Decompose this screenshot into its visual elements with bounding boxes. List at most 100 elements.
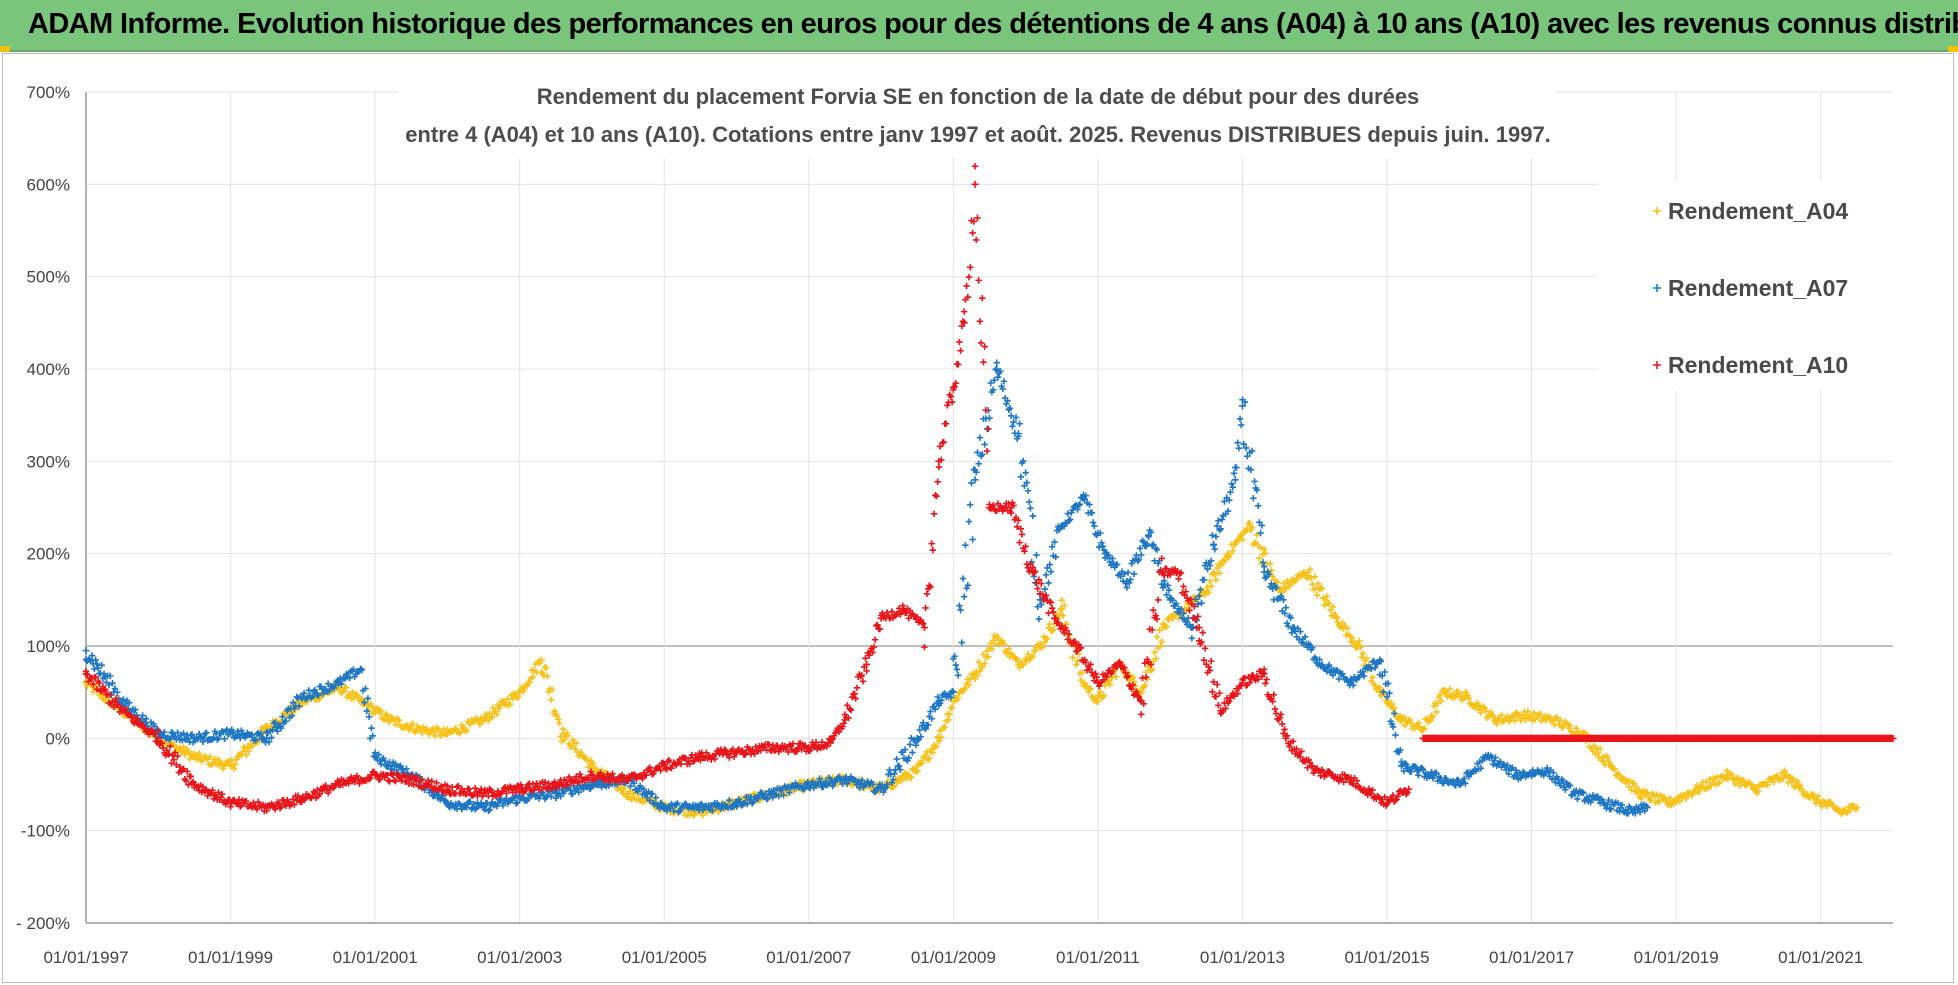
data-point xyxy=(1392,731,1399,739)
series-rendement_a07 xyxy=(82,359,1651,817)
data-point xyxy=(1207,582,1215,590)
data-point xyxy=(1000,640,1008,647)
data-point xyxy=(640,786,647,793)
data-point xyxy=(1389,705,1397,713)
data-point xyxy=(1789,775,1797,782)
data-point xyxy=(300,690,308,697)
data-point xyxy=(1764,781,1771,788)
data-point xyxy=(185,735,192,743)
data-point xyxy=(316,695,323,702)
x-tick-label: 01/01/1999 xyxy=(188,948,273,967)
data-point xyxy=(1269,573,1276,580)
data-point xyxy=(1157,642,1164,649)
data-point xyxy=(364,702,372,710)
data-point xyxy=(1482,707,1490,715)
data-point xyxy=(1665,799,1673,807)
data-point xyxy=(967,264,974,271)
data-point xyxy=(1042,571,1050,579)
data-point xyxy=(497,702,504,709)
data-point xyxy=(1069,654,1076,661)
data-point xyxy=(105,681,113,689)
data-point xyxy=(561,736,568,743)
data-point xyxy=(459,724,467,731)
data-point xyxy=(1128,675,1135,682)
data-point xyxy=(541,663,549,671)
y-tick-label: 300% xyxy=(27,452,70,471)
chart-frame xyxy=(2,53,1954,983)
x-tick-label: 01/01/2017 xyxy=(1489,948,1574,967)
data-point xyxy=(305,687,313,694)
data-point xyxy=(714,799,721,807)
data-point xyxy=(315,692,322,699)
data-point xyxy=(362,685,369,692)
data-point xyxy=(394,716,402,723)
data-point xyxy=(1064,510,1071,517)
data-point xyxy=(1256,555,1263,562)
data-point xyxy=(1594,749,1602,757)
data-point xyxy=(94,664,102,672)
data-point xyxy=(1332,614,1340,622)
data-point xyxy=(1217,562,1224,569)
corner-mark-left xyxy=(0,46,10,52)
data-point xyxy=(1321,602,1328,609)
data-point xyxy=(1433,708,1440,716)
data-point xyxy=(486,806,493,814)
data-point xyxy=(588,762,596,770)
data-point xyxy=(403,765,410,772)
data-point xyxy=(891,770,898,777)
data-point xyxy=(1809,794,1817,802)
data-point xyxy=(1604,754,1611,762)
data-point xyxy=(1089,519,1097,526)
x-tick-label: 01/01/2001 xyxy=(333,948,418,967)
data-point xyxy=(1356,637,1363,645)
data-point xyxy=(1151,649,1158,656)
y-tick-label: 700% xyxy=(27,83,70,102)
x-tick-label: 01/01/2005 xyxy=(622,948,707,967)
data-point xyxy=(573,740,580,747)
data-point xyxy=(1853,804,1861,812)
data-point xyxy=(1257,544,1264,552)
data-point xyxy=(438,732,445,739)
data-point xyxy=(1436,691,1444,699)
data-point xyxy=(1611,765,1618,773)
data-point xyxy=(542,664,550,672)
data-point xyxy=(922,751,929,759)
data-point xyxy=(965,273,973,281)
data-point xyxy=(343,684,350,691)
data-point xyxy=(976,434,984,441)
data-point xyxy=(1048,604,1056,612)
banner-title: ADAM Informe. Evolution historique des p… xyxy=(28,8,1958,40)
data-point xyxy=(1017,473,1025,480)
y-tick-label: -100% xyxy=(21,822,70,841)
data-point xyxy=(1797,782,1804,789)
data-point xyxy=(1228,480,1235,487)
x-tick-label: 01/01/2011 xyxy=(1056,948,1140,967)
data-point xyxy=(386,716,394,724)
data-point xyxy=(1130,678,1138,686)
data-point xyxy=(933,492,940,500)
data-point xyxy=(88,652,96,659)
data-point xyxy=(1304,568,1312,576)
data-point xyxy=(1307,574,1315,581)
data-point xyxy=(463,804,470,811)
data-point xyxy=(271,719,279,726)
data-point xyxy=(1532,716,1539,723)
data-point xyxy=(1212,533,1220,540)
series-a10-flat xyxy=(1419,734,1897,742)
data-point xyxy=(1419,725,1427,733)
data-point xyxy=(1638,795,1645,802)
data-point xyxy=(963,282,970,290)
data-point xyxy=(1139,674,1146,682)
data-point xyxy=(296,702,303,710)
data-point xyxy=(1388,700,1396,708)
data-point xyxy=(346,674,354,682)
data-point xyxy=(961,308,968,315)
y-tick-label: 600% xyxy=(27,175,70,194)
data-point xyxy=(274,728,281,735)
data-point xyxy=(652,794,660,801)
data-point xyxy=(92,656,99,664)
data-point xyxy=(180,743,187,751)
data-point xyxy=(539,789,546,796)
data-point xyxy=(630,780,638,787)
data-point xyxy=(1728,771,1735,778)
